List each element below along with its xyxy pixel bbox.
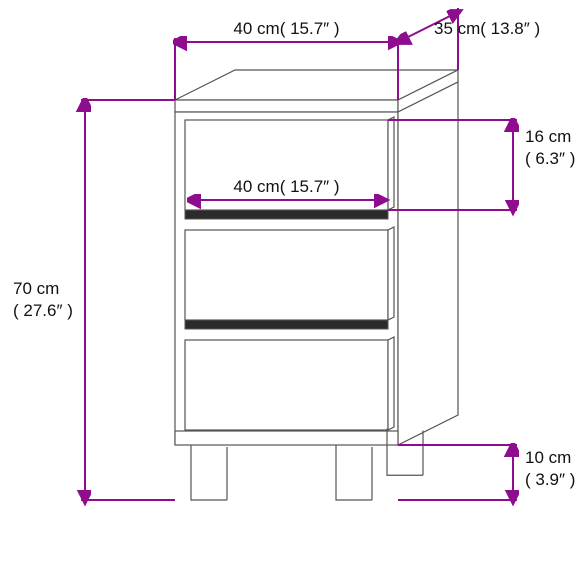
svg-text:16 cm: 16 cm	[525, 127, 571, 146]
svg-text:( 3.9″ ): ( 3.9″ )	[525, 470, 575, 489]
svg-text:10 cm: 10 cm	[525, 448, 571, 467]
svg-text:35 cm( 13.8″ ): 35 cm( 13.8″ )	[434, 19, 540, 38]
svg-text:( 6.3″ ): ( 6.3″ )	[525, 149, 575, 168]
drawer-front	[185, 120, 388, 210]
drawer-front	[185, 230, 388, 320]
svg-text:40 cm( 15.7″ ): 40 cm( 15.7″ )	[233, 177, 339, 196]
product-drawing	[175, 70, 458, 500]
svg-text:70 cm: 70 cm	[13, 279, 59, 298]
drawer-front	[185, 340, 388, 430]
svg-text:( 27.6″ ): ( 27.6″ )	[13, 301, 73, 320]
svg-text:40 cm( 15.7″ ): 40 cm( 15.7″ )	[233, 19, 339, 38]
